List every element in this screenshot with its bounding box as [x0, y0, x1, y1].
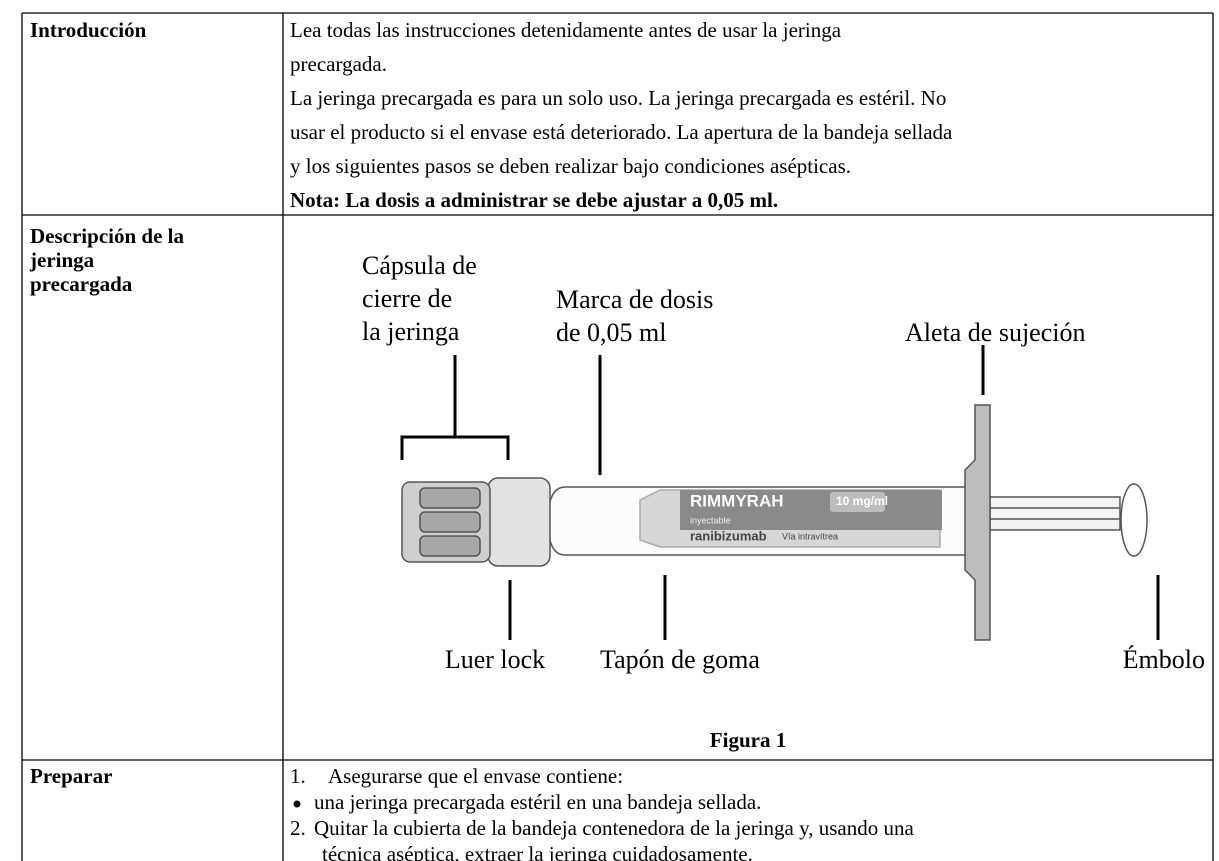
row-header: Preparar: [30, 764, 112, 788]
luer-lock: [487, 477, 551, 567]
figure-label: Marca de dosis: [556, 285, 713, 314]
figure-label: Tapón de goma: [600, 645, 760, 674]
plunger-rod: [989, 496, 1121, 531]
intro-line: Nota: La dosis a administrar se debe aju…: [290, 188, 778, 212]
figure-label: cierre de: [362, 284, 452, 313]
syringe-brand: RIMMYRAH: [690, 491, 784, 510]
cap-grip: [419, 487, 481, 509]
step-number: 1.: [290, 764, 306, 788]
strength-box: [830, 492, 885, 512]
plunger-head: [1120, 483, 1148, 557]
syringe-form: inyectable: [690, 515, 731, 525]
step-number: 2.: [290, 816, 306, 840]
figure-caption: Figura 1: [710, 728, 786, 752]
figure-label: Cápsula de: [362, 251, 477, 280]
cap-grip: [419, 535, 481, 557]
table-borders: [21, 12, 1214, 861]
figure-label: la jeringa: [362, 317, 460, 346]
syringe-strength: 10 mg/ml: [836, 494, 888, 508]
intro-line: precargada.: [290, 52, 387, 76]
step-text: técnica aséptica, extraer la jeringa cui…: [322, 842, 753, 861]
syringe-route: Vía intravítrea: [782, 531, 838, 541]
bullet: [293, 800, 301, 808]
step-text: Asegurarse que el envase contiene:: [328, 764, 623, 788]
row-header: jeringa: [29, 248, 95, 272]
row-header: Descripción de la: [30, 224, 184, 248]
figure-label: Émbolo: [1123, 645, 1205, 674]
bullet-text: una jeringa precargada estéril en una ba…: [314, 790, 761, 814]
cap-bracket: [400, 355, 510, 460]
step-text: Quitar la cubierta de la bandeja contene…: [314, 816, 914, 840]
intro-line: La jeringa precargada es para un solo us…: [290, 86, 946, 110]
syringe-diagram: [400, 345, 1160, 640]
figure-label: Aleta de sujeción: [905, 318, 1086, 347]
row-header: precargada: [30, 272, 133, 296]
figure-label: de 0,05 ml: [556, 318, 667, 347]
row-header: Introducción: [30, 18, 147, 42]
syringe-substance: ranibizumab: [690, 528, 767, 543]
intro-line: Lea todas las instrucciones detenidament…: [290, 18, 842, 42]
cap-grip: [419, 511, 481, 533]
flange: [964, 404, 991, 641]
label-band: [680, 490, 942, 530]
figure-label: Luer lock: [445, 645, 545, 674]
syringe: [401, 404, 1148, 641]
intro-line: usar el producto si el envase está deter…: [290, 120, 953, 144]
intro-line: y los siguientes pasos se deben realizar…: [290, 154, 851, 178]
